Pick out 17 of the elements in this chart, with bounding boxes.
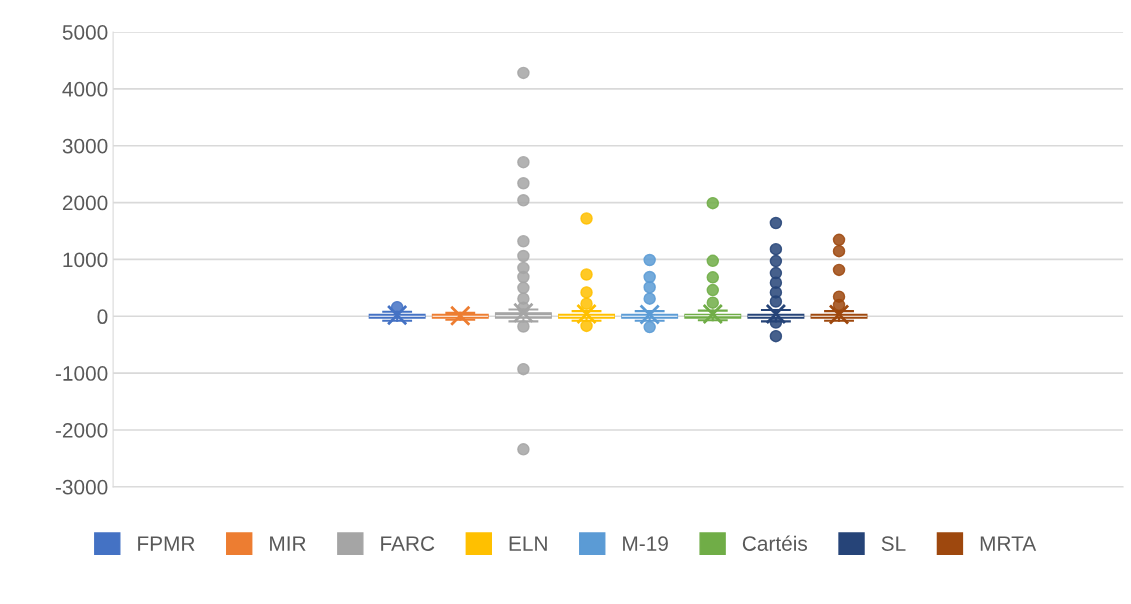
legend-label: FARC [381,536,435,551]
y-tick-label: 3000 [62,138,108,154]
legend-label: M-19 [623,536,668,551]
y-tick-label: 4000 [62,81,108,97]
y-tick-label: -2000 [55,422,108,438]
y-tick-label: 2000 [62,195,108,211]
y-tick-label: 5000 [62,25,108,40]
legend-label: Cartéis [742,535,808,551]
legend-label: MIR [270,536,306,551]
legend-label: ELN [509,536,547,551]
legend-label: MRTA [980,536,1037,551]
legend-label: FPMR [138,536,195,551]
y-tick-label: 0 [97,309,108,325]
legend-label: SL [881,536,906,551]
y-tick-label: -3000 [55,479,108,495]
y-tick-label: -1000 [55,366,108,381]
y-tick-label: 1000 [63,252,108,268]
